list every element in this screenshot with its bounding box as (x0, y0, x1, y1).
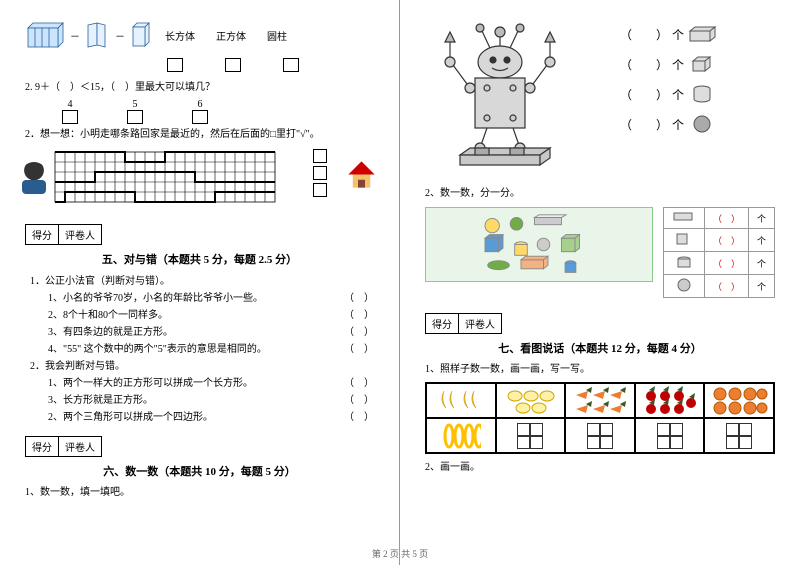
minus-1: － (70, 28, 80, 43)
radishes-icon (641, 385, 699, 417)
option-5: 5 (125, 99, 145, 124)
score-box-5: 得分 评卷人 (25, 224, 102, 245)
shapes-panel: （ ）个 （ ）个 （ ）个 （ ）个 (425, 207, 775, 298)
cell-grid-1[interactable] (496, 418, 566, 453)
cube-label: 正方体 (216, 28, 246, 43)
blocks-illustration: － － 长方体 正方体 圆柱 (25, 20, 374, 50)
option-6-box[interactable] (192, 110, 208, 124)
cuboid-box[interactable] (167, 58, 183, 72)
sec7-q2: 2、画一画。 (425, 460, 775, 476)
judge-4: 4、"55" 这个数中的两个"5"表示的意思是相同的。（ ） (48, 341, 374, 358)
judge-1: 1、小名的爷爷70岁，小名的年龄比爷爷小一些。（ ） (48, 290, 374, 307)
cylinder-count: （ ）个 (620, 85, 718, 103)
left-column: － － 长方体 正方体 圆柱 2. 9＋（ ）＜15，（ ）里最大可以填几？ 4 (0, 0, 400, 565)
shape-count-list: （ ）个 （ ）个 （ ）个 （ ）个 (620, 25, 718, 133)
cell-carrots (565, 383, 635, 418)
grader-label: 评卷人 (59, 225, 101, 244)
cell-lemons (496, 383, 566, 418)
maze-question: 2．想一想：小明走哪条路回家是最近的，然后在后面的□里打"√"。 (25, 127, 374, 143)
judge-b2: 3、长方形就是正方形。（ ） (48, 392, 374, 409)
option-4: 4 (60, 99, 80, 124)
path-2-box[interactable] (313, 166, 327, 180)
right-column: （ ）个 （ ）个 （ ）个 （ ）个 2、数一数，分一分。 (400, 0, 800, 565)
robot-area: （ ）个 （ ）个 （ ）个 （ ）个 (425, 20, 775, 180)
cell-grid-4[interactable] (704, 418, 774, 453)
shapes-collection-icon (431, 213, 647, 276)
page-footer: 第 2 页 共 5 页 (0, 547, 800, 560)
number-options: 4 5 6 (60, 99, 374, 124)
sec6-q2: 2、数一数，分一分。 (425, 186, 775, 202)
cuboid-striped-icon (25, 20, 65, 50)
opened-box-icon (85, 20, 110, 50)
count-table-wrap: （ ）个 （ ）个 （ ）个 （ ）个 (663, 207, 775, 298)
robot-icon (425, 20, 605, 180)
shapes-collection (425, 207, 653, 282)
judge-3: 3、有四条边的就是正方形。（ ） (48, 324, 374, 341)
section-5-list: 1．公正小法官（判断对与错）。 1、小名的爷爷70岁，小名的年龄比爷爷小一些。（… (30, 273, 374, 426)
section-6-title: 六、数一数（本题共 10 分，每题 5 分） (25, 463, 374, 479)
picture-grid (425, 382, 775, 454)
section-5-title: 五、对与错（本题共 5 分，每题 2.5 分） (25, 251, 374, 267)
maze-grid (25, 147, 285, 207)
judge-intro-2: 2．我会判断对与错。 (30, 358, 374, 375)
cylinder-icon (688, 85, 718, 103)
label-boxes-row (165, 58, 374, 72)
sec6-q1: 1、数一数，填一填吧。 (25, 485, 374, 501)
score-label: 得分 (26, 225, 59, 244)
fill-question: 2. 9＋（ ）＜15，（ ）里最大可以填几？ (25, 80, 374, 96)
cube-icon (688, 55, 718, 73)
bananas-icon (436, 386, 486, 416)
score-box-7: 得分 评卷人 (425, 313, 502, 334)
single-block-icon (130, 20, 152, 50)
sec7-q1: 1、照样子数一数，画一画，写一写。 (425, 362, 775, 378)
score-box-6: 得分 评卷人 (25, 436, 102, 457)
option-6: 6 (190, 99, 210, 124)
carrots-icon (571, 385, 629, 417)
sphere-count: （ ）个 (620, 115, 718, 133)
tally-icon (441, 422, 481, 450)
cuboid-count: （ ）个 (620, 25, 718, 43)
option-5-box[interactable] (127, 110, 143, 124)
cylinder-box[interactable] (283, 58, 299, 72)
cell-bananas (426, 383, 496, 418)
sphere-icon (688, 115, 718, 133)
judge-intro: 1．公正小法官（判断对与错）。 (30, 273, 374, 290)
cylinder-label: 圆柱 (267, 28, 287, 43)
oranges-icon (710, 385, 768, 417)
cube-box[interactable] (225, 58, 241, 72)
boy-icon (20, 162, 48, 190)
section-7-title: 七、看图说话（本题共 12 分，每题 4 分） (425, 340, 775, 356)
cuboid-label: 长方体 (165, 28, 195, 43)
cell-tally (426, 418, 496, 453)
minus-2: － (115, 28, 125, 43)
judge-b3: 2、两个三角形可以拼成一个四边形。（ ） (48, 409, 374, 426)
count-table: （ ）个 （ ）个 （ ）个 （ ）个 (663, 207, 775, 298)
cell-radishes (635, 383, 705, 418)
path-checkboxes (311, 149, 329, 197)
maze-diagram (25, 147, 374, 210)
cube-count: （ ）个 (620, 55, 718, 73)
path-1-box[interactable] (313, 149, 327, 163)
cell-grid-2[interactable] (565, 418, 635, 453)
path-3-box[interactable] (313, 183, 327, 197)
cuboid-icon (688, 25, 718, 43)
judge-2: 2、8个十和80个一同样多。（ ） (48, 307, 374, 324)
cell-oranges (704, 383, 774, 418)
judge-b1: 1、两个一样大的正方形可以拼成一个长方形。（ ） (48, 375, 374, 392)
cell-grid-3[interactable] (635, 418, 705, 453)
house-icon (344, 157, 379, 192)
lemons-icon (503, 386, 558, 416)
option-4-box[interactable] (62, 110, 78, 124)
